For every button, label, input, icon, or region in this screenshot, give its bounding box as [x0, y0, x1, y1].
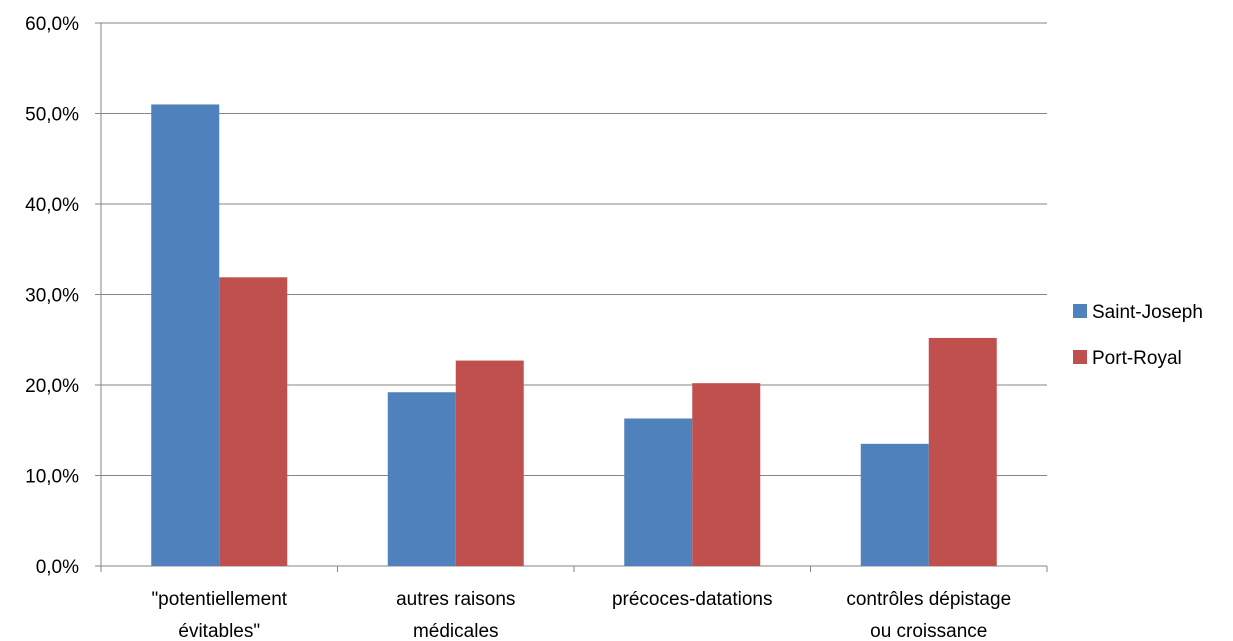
bars — [151, 104, 997, 566]
bar-port-royal — [928, 337, 997, 566]
bar-saint-joseph — [387, 392, 456, 566]
y-tick-label: 10,0% — [25, 467, 79, 488]
x-category-label: autres raisons médicales — [396, 589, 515, 641]
y-tick-label: 0,0% — [36, 557, 79, 578]
legend-label: Saint-Joseph — [1092, 302, 1203, 323]
bar-port-royal — [692, 383, 761, 566]
x-category-label: "potentiellement évitables" — [151, 589, 287, 641]
y-tick-label: 30,0% — [25, 286, 79, 307]
legend-item: Port-Royal — [1073, 348, 1182, 369]
y-tick-labels: 0,0% 10,0% 20,0% 30,0% 40,0% 50,0% 60,0% — [25, 14, 79, 578]
x-category-label: précoces-datations — [612, 589, 773, 610]
bar-saint-joseph — [624, 418, 693, 566]
legend-swatch — [1073, 304, 1087, 318]
y-tick-label: 60,0% — [25, 14, 79, 35]
y-tick-label: 40,0% — [25, 195, 79, 216]
bar-port-royal — [455, 360, 524, 566]
bar-port-royal — [219, 277, 288, 566]
legend-item: Saint-Joseph — [1073, 302, 1203, 323]
bar-saint-joseph — [151, 104, 220, 566]
legend-label: Port-Royal — [1092, 348, 1182, 369]
x-category-label: contrôles dépistage ou croissance — [846, 589, 1011, 641]
y-tick-label: 50,0% — [25, 105, 79, 126]
bar-saint-joseph — [860, 443, 929, 566]
x-category-labels: "potentiellement évitables" autres raisons… — [151, 589, 1011, 641]
y-tick-label: 20,0% — [25, 376, 79, 397]
legend-swatch — [1073, 350, 1087, 364]
legend: Saint-Joseph Port-Royal — [1073, 302, 1203, 369]
